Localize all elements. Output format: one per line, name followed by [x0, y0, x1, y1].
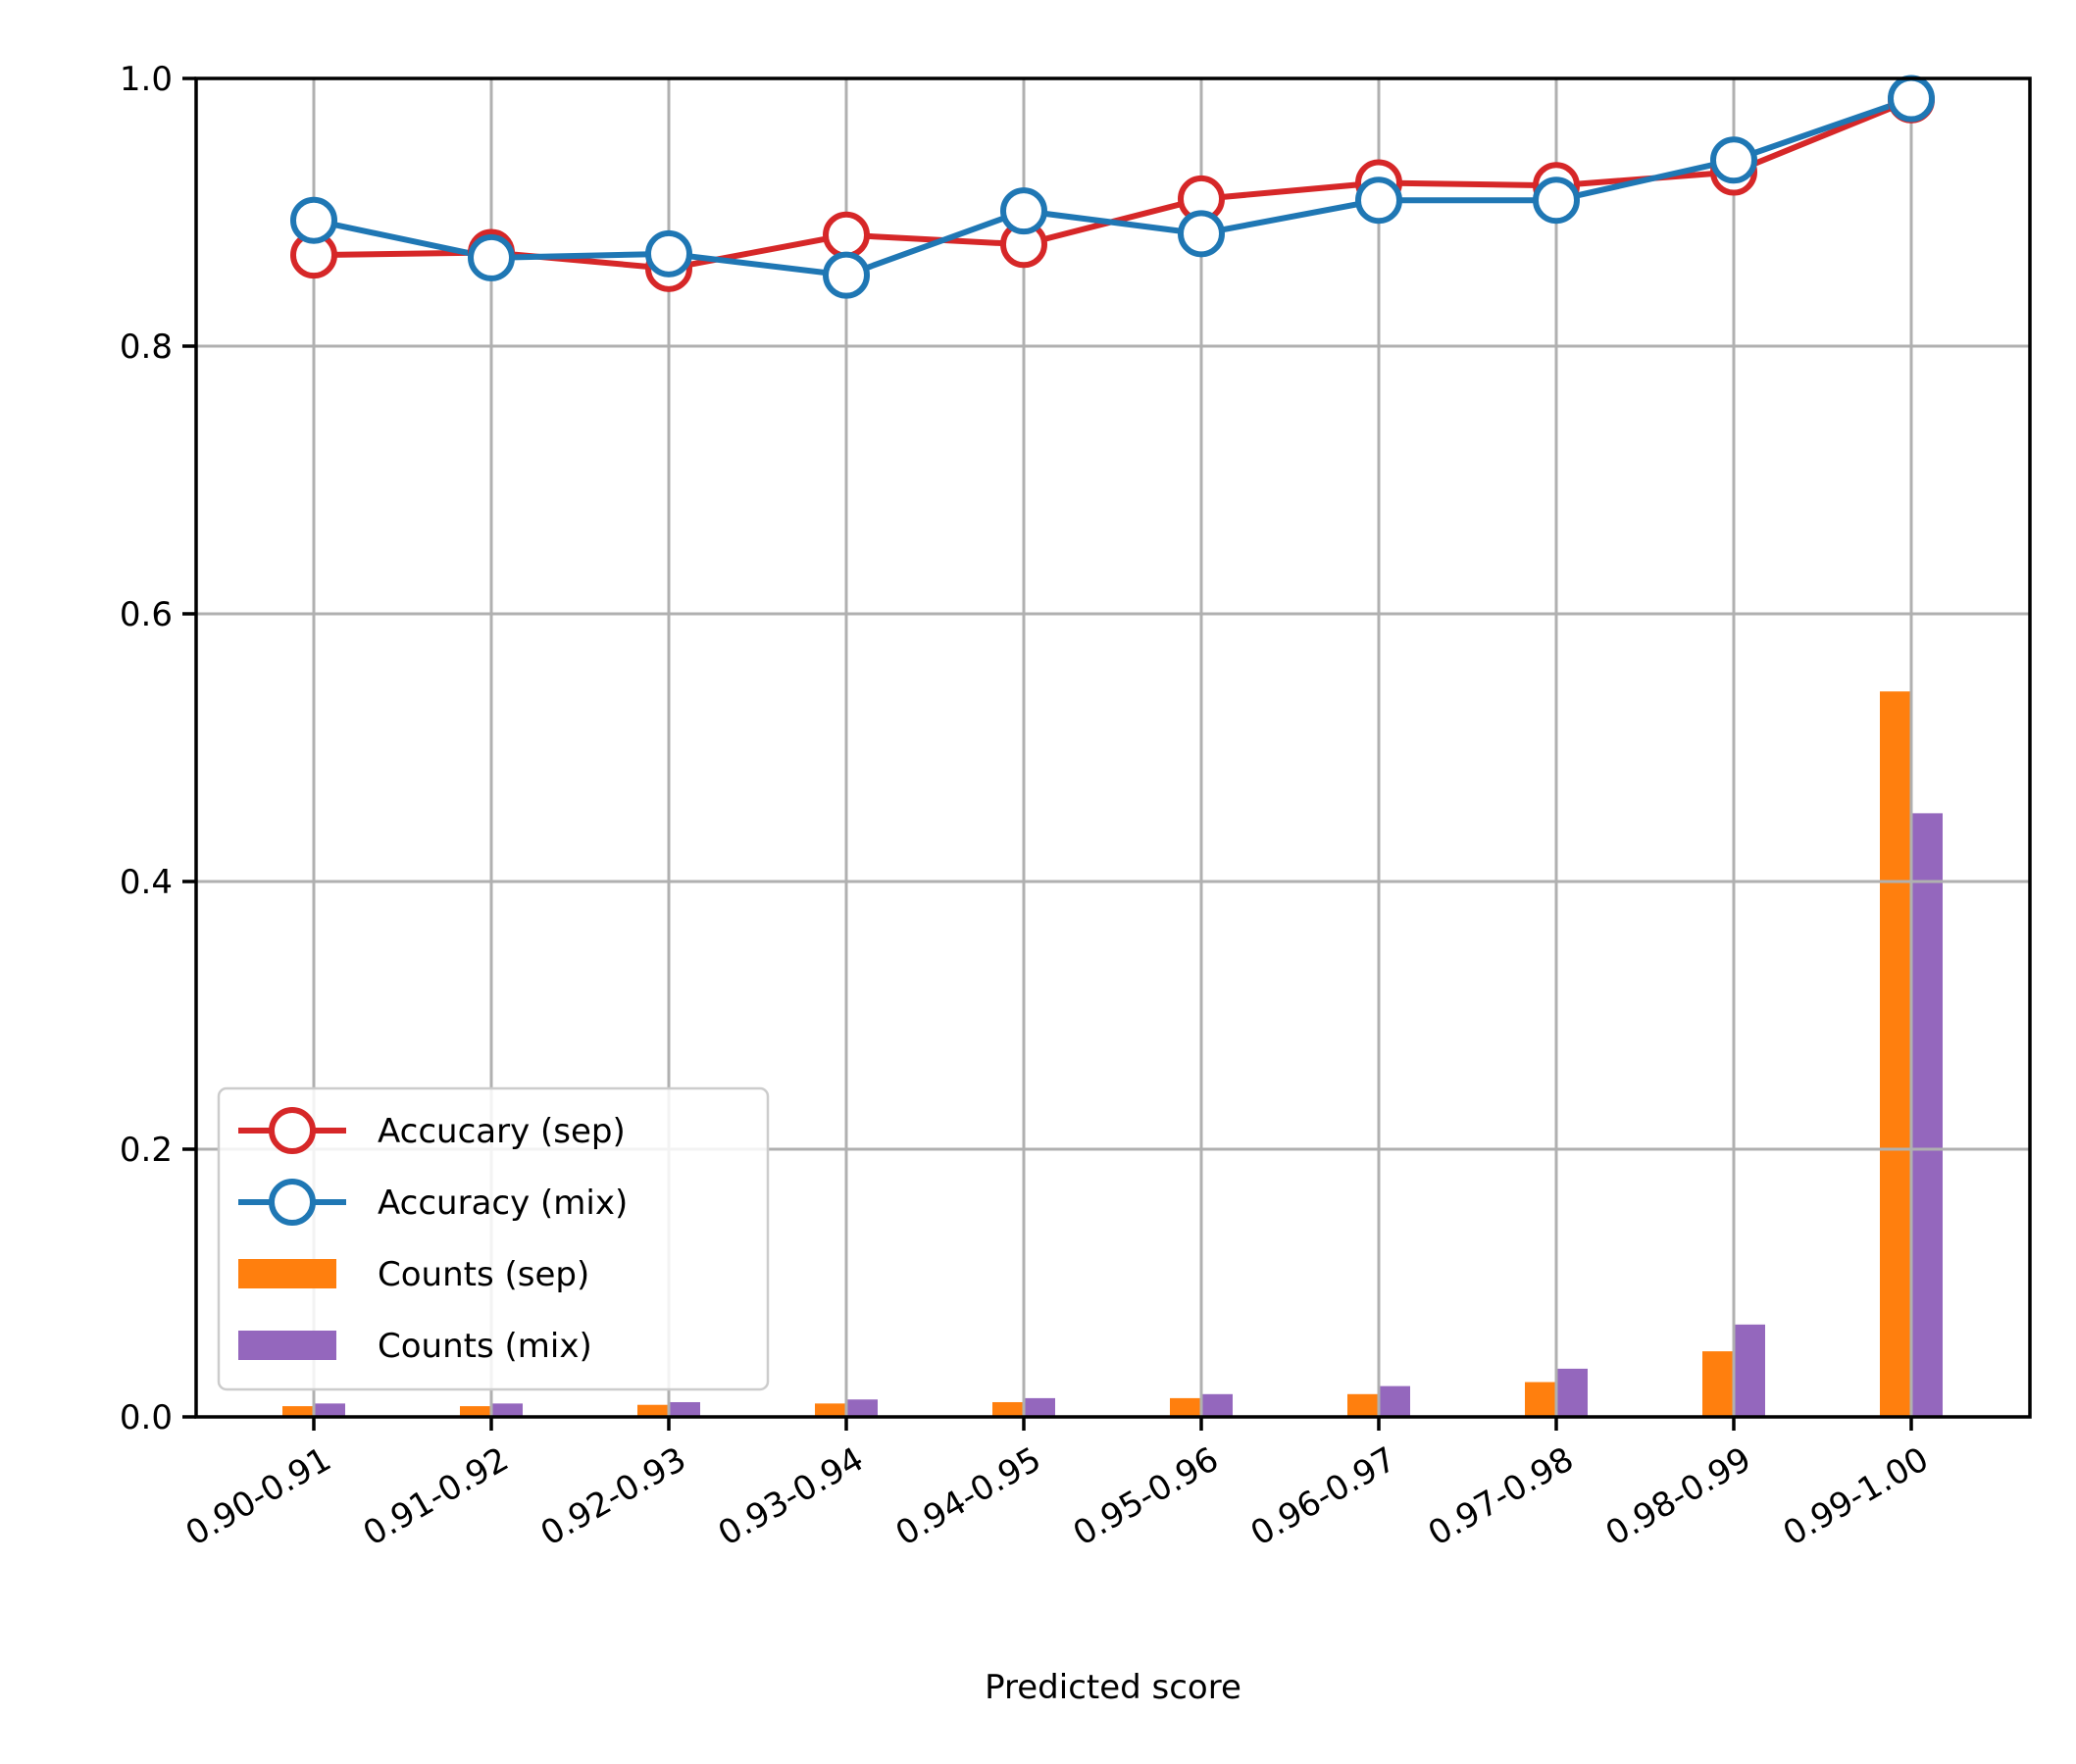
legend-swatch-counts-mix	[238, 1331, 336, 1360]
bar-counts-sep	[1880, 691, 1911, 1417]
bar-counts-mix	[846, 1399, 878, 1417]
legend-item-counts-sep: Counts (sep)	[238, 1255, 589, 1294]
bar-counts-sep	[992, 1401, 1024, 1417]
lines	[290, 75, 1935, 299]
y-tick-label: 1.0	[120, 60, 173, 99]
bar-counts-sep	[460, 1406, 491, 1417]
bar-counts-mix	[1201, 1393, 1233, 1417]
point-accuracy-mix	[1710, 136, 1757, 184]
bar-counts-sep	[637, 1404, 669, 1417]
bar-counts-mix	[669, 1401, 700, 1417]
y-tick-label: 0.8	[120, 328, 173, 367]
point-accuracy-mix	[823, 251, 870, 299]
y-tick-label: 0.2	[120, 1131, 173, 1170]
bar-counts-mix	[1024, 1397, 1055, 1417]
bar-counts-sep	[815, 1403, 846, 1417]
legend-label-counts-sep: Counts (sep)	[378, 1255, 589, 1294]
point-accuracy-mix	[1533, 176, 1580, 225]
point-accuracy-mix	[1355, 176, 1402, 225]
legend-label-counts-mix: Counts (mix)	[378, 1327, 592, 1366]
point-accuracy-mix	[468, 233, 515, 281]
point-accuracy-mix	[1888, 75, 1935, 123]
y-tick-label: 0.0	[120, 1398, 173, 1437]
legend-item-accuracy-mix: Accuracy (mix)	[238, 1179, 628, 1226]
legend: Accucary (sep) Accuracy (mix) Counts (se…	[217, 1086, 770, 1391]
y-tick-label: 0.4	[120, 863, 173, 902]
legend-marker-accuracy-sep	[269, 1107, 316, 1154]
plot-frame	[194, 76, 2032, 1419]
bar-counts-sep	[1347, 1393, 1379, 1417]
point-accuracy-mix	[1178, 210, 1225, 258]
legend-label-accuracy-sep: Accucary (sep)	[378, 1112, 626, 1151]
legend-box	[217, 1086, 770, 1391]
bar-counts-sep	[1170, 1397, 1201, 1417]
bar-counts-sep	[1702, 1351, 1734, 1417]
legend-label-accuracy-mix: Accuracy (mix)	[378, 1184, 628, 1223]
bar-counts-mix	[314, 1403, 345, 1417]
legend-item-counts-mix: Counts (mix)	[238, 1327, 592, 1366]
bar-counts-mix	[1734, 1324, 1765, 1417]
bar-counts-mix	[1379, 1386, 1410, 1417]
point-accuracy-mix	[645, 229, 692, 277]
bar-counts-mix	[1911, 813, 1943, 1417]
point-accuracy-mix	[1000, 187, 1047, 235]
legend-marker-accuracy-mix	[269, 1179, 316, 1226]
bar-counts-sep	[1525, 1382, 1556, 1417]
bar-counts-mix	[1556, 1368, 1588, 1417]
x-axis-label: Predicted score	[985, 1668, 1241, 1707]
bar-counts-sep	[282, 1406, 314, 1417]
point-accuracy-mix	[290, 196, 337, 244]
y-tick-label: 0.6	[120, 595, 173, 634]
legend-item-accuracy-sep: Accucary (sep)	[238, 1107, 626, 1154]
line-accuracy-mix	[313, 95, 1912, 278]
point-accucary-sep	[823, 211, 870, 259]
legend-swatch-counts-sep	[238, 1259, 336, 1288]
bar-counts-mix	[491, 1403, 523, 1417]
